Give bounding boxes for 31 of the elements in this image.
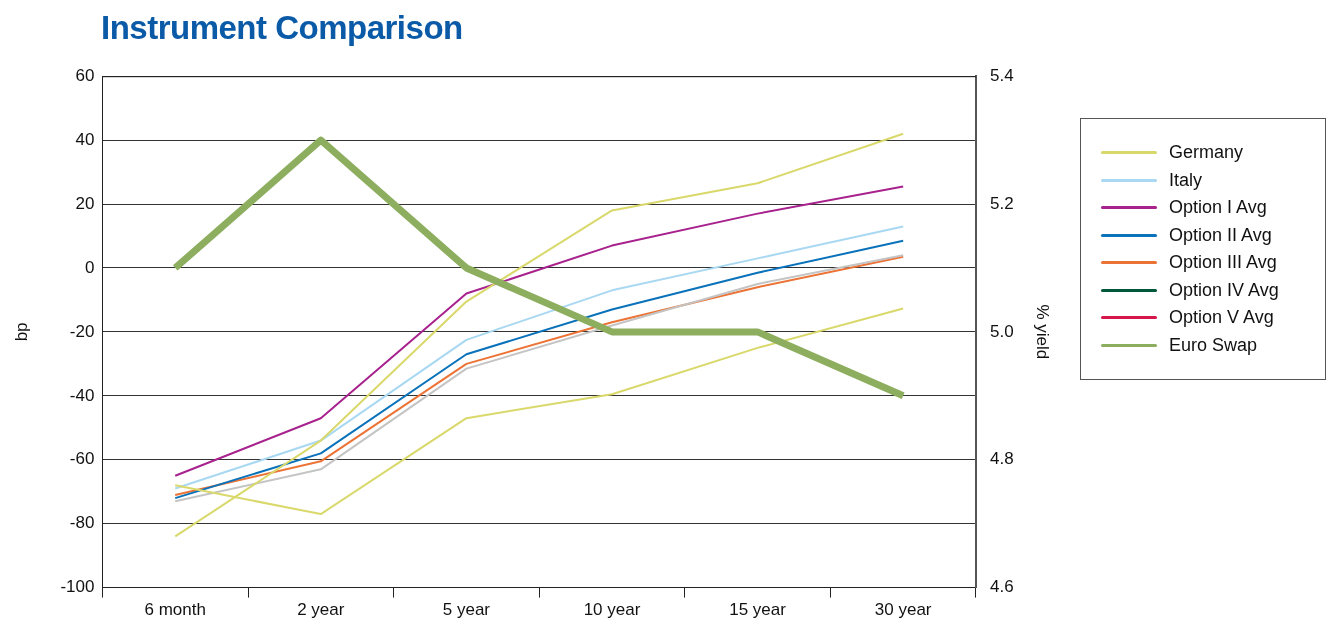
y-tick-label: -40 [69, 385, 95, 405]
legend-label: Option IV Avg [1169, 279, 1279, 301]
x-tick-label: 5 year [442, 600, 491, 620]
x-tick-label: 2 year [297, 600, 345, 620]
legend-label: Germany [1169, 142, 1244, 164]
y2-tick-label: 4.8 [989, 449, 1014, 469]
y-tick-label: -100 [60, 577, 95, 597]
legend-label: Option II Avg [1169, 224, 1272, 246]
y-tick-label: 40 [75, 129, 95, 149]
y2-tick-label: 4.6 [989, 577, 1014, 597]
chart-title: Instrument Comparison [101, 8, 464, 48]
y2-tick-label: 5.4 [989, 65, 1014, 85]
x-tick-label: 10 year [583, 600, 641, 620]
y-tick-label: 60 [75, 65, 95, 85]
x-tick-label: 6 month [144, 600, 206, 620]
legend-label: Option V Avg [1169, 307, 1274, 329]
y2-axis-title: % yield [1033, 304, 1053, 360]
x-tick-label: 15 year [729, 600, 787, 620]
legend-label: Option I Avg [1169, 197, 1267, 219]
y2-tick-label: 5.2 [989, 193, 1014, 213]
legend-label: Italy [1169, 169, 1203, 191]
y2-tick-label: 5.0 [989, 321, 1014, 341]
y-tick-label: -20 [69, 321, 95, 341]
y-tick-label: -80 [69, 513, 95, 533]
y-tick-label: 0 [84, 257, 95, 277]
y-tick-label: -60 [69, 449, 95, 469]
legend-label: Option III Avg [1169, 252, 1277, 274]
y-axis-title: bp [11, 322, 31, 342]
legend-label: Euro Swap [1169, 334, 1258, 356]
y-tick-label: 20 [75, 193, 95, 213]
x-tick-label: 30 year [874, 600, 932, 620]
